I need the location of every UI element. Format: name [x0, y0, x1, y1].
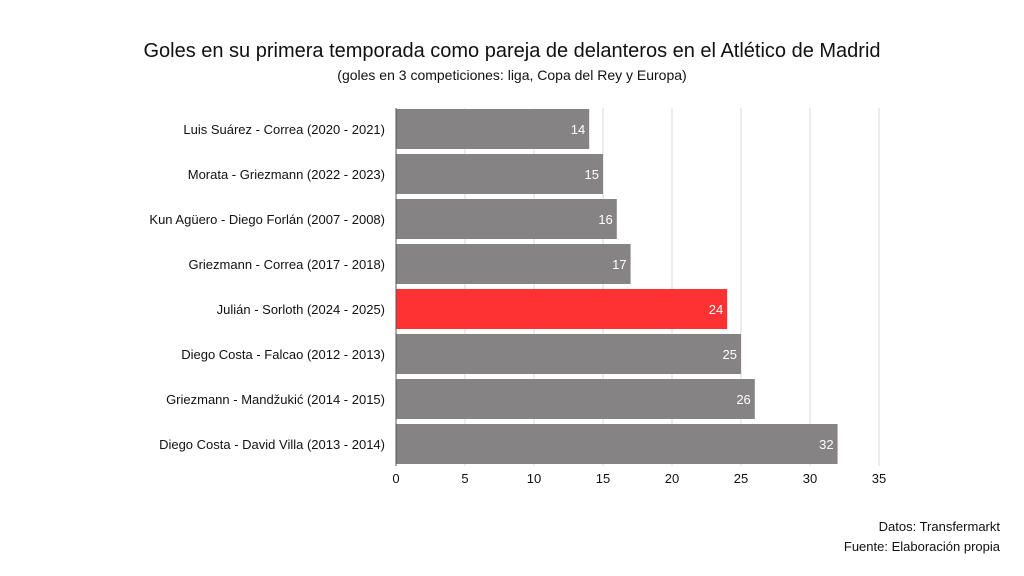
chart-title: Goles en su primera temporada como parej…: [143, 40, 881, 62]
x-tick-label-25: 25: [734, 471, 748, 486]
bar-4: [396, 289, 728, 329]
bar-0: [396, 109, 590, 149]
x-tick-label-30: 30: [803, 471, 817, 486]
x-tick-label-20: 20: [665, 471, 679, 486]
value-label-4: 24: [709, 302, 723, 317]
chart-subtitle: (goles en 3 competiciones: liga, Copa de…: [337, 67, 687, 83]
bar-6: [396, 379, 755, 419]
bar-2: [396, 199, 617, 239]
footer-datos: Datos: Transfermarkt: [878, 519, 1000, 534]
value-label-5: 25: [723, 347, 737, 362]
category-label-3: Griezmann - Correa (2017 - 2018): [188, 257, 385, 272]
value-label-1: 15: [585, 167, 599, 182]
category-label-7: Diego Costa - David Villa (2013 - 2014): [159, 437, 385, 452]
category-label-6: Griezmann - Mandžukić (2014 - 2015): [166, 392, 385, 407]
x-tick-label-35: 35: [872, 471, 886, 486]
value-label-0: 14: [571, 122, 585, 137]
x-tick-label-0: 0: [392, 471, 399, 486]
bar-5: [396, 334, 741, 374]
x-tick-label-5: 5: [461, 471, 468, 486]
x-tick-label-15: 15: [596, 471, 610, 486]
value-label-7: 32: [819, 437, 833, 452]
x-tick-label-10: 10: [527, 471, 541, 486]
value-label-6: 26: [736, 392, 750, 407]
bar-3: [396, 244, 631, 284]
category-label-1: Morata - Griezmann (2022 - 2023): [188, 167, 385, 182]
category-label-4: Julián - Sorloth (2024 - 2025): [217, 302, 385, 317]
category-label-2: Kun Agüero - Diego Forlán (2007 - 2008): [149, 212, 385, 227]
footer-fuente: Fuente: Elaboración propia: [843, 539, 1000, 554]
value-label-2: 16: [598, 212, 612, 227]
bar-7: [396, 424, 838, 464]
category-label-5: Diego Costa - Falcao (2012 - 2013): [181, 347, 385, 362]
category-label-0: Luis Suárez - Correa (2020 - 2021): [183, 122, 385, 137]
bar-1: [396, 154, 603, 194]
value-label-3: 17: [612, 257, 626, 272]
